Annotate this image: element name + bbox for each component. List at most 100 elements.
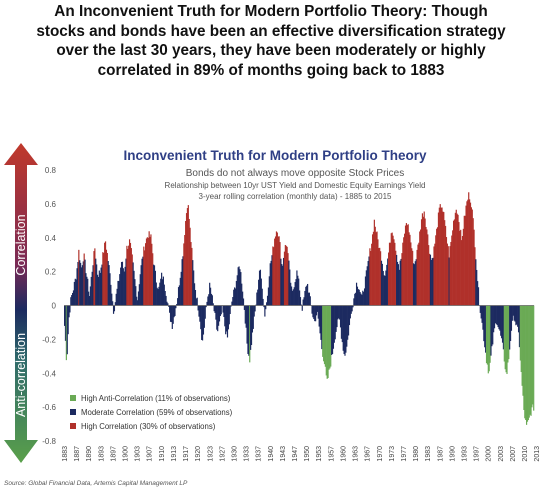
correlation-bar (516, 305, 518, 325)
correlation-bar (326, 305, 328, 379)
correlation-bar (170, 305, 173, 323)
correlation-bar (77, 262, 79, 306)
correlation-bar (304, 290, 306, 306)
x-tick-label: 1967 (365, 446, 372, 462)
correlation-bar (367, 261, 369, 306)
correlation-bar (131, 254, 133, 306)
correlation-bar (64, 305, 67, 341)
correlation-bar (462, 228, 464, 306)
correlation-bar (320, 305, 322, 340)
correlation-bar (120, 261, 123, 306)
correlation-bar (229, 305, 231, 315)
correlation-bar (143, 246, 145, 306)
correlation-bar (234, 287, 236, 306)
correlation-bar (363, 291, 365, 306)
correlation-bar (258, 279, 260, 306)
correlation-bar (313, 305, 315, 320)
correlation-bar (272, 246, 274, 306)
correlation-bar (234, 288, 237, 306)
correlation-bar (116, 288, 118, 306)
correlation-bar (323, 305, 325, 362)
correlation-bar (426, 229, 428, 306)
correlation-bar (523, 305, 525, 410)
correlation-bar (69, 305, 71, 313)
correlation-bar (396, 261, 399, 306)
correlation-bar (404, 225, 407, 306)
correlation-bar (492, 305, 494, 345)
correlation-bar (358, 289, 360, 306)
correlation-bar (169, 305, 171, 313)
correlation-bar (463, 215, 465, 306)
correlation-bar (368, 256, 370, 306)
correlation-bar (371, 234, 374, 306)
correlation-bar (298, 278, 300, 306)
correlation-bar (503, 305, 505, 362)
correlation-bar (169, 305, 172, 322)
correlation-bar (299, 290, 301, 306)
correlation-bar (380, 251, 382, 306)
correlation-bar (412, 250, 414, 306)
correlation-bar (316, 305, 318, 312)
correlation-arrow: Correlation Anti-correlation (4, 143, 38, 463)
y-tick-label: -0.6 (42, 403, 56, 412)
correlation-bar (240, 272, 242, 306)
correlation-bar (140, 265, 142, 306)
correlation-bar (184, 235, 186, 306)
correlation-bar (459, 230, 461, 306)
correlation-bar (241, 283, 243, 306)
correlation-bar (163, 284, 165, 306)
correlation-bar (145, 238, 148, 306)
correlation-bar (226, 305, 229, 338)
correlation-bar (224, 305, 226, 327)
correlation-bar (199, 305, 201, 322)
correlation-bar (421, 213, 424, 306)
correlation-bar (347, 305, 350, 336)
correlation-bar (429, 254, 432, 306)
correlation-bar (432, 257, 434, 306)
chart-background (0, 143, 542, 491)
correlation-bar (186, 208, 189, 306)
correlation-bar (530, 305, 532, 416)
correlation-bars (64, 192, 535, 425)
correlation-bar (291, 290, 294, 306)
correlation-bar (416, 249, 418, 306)
correlation-bar (347, 305, 349, 340)
correlation-bar (428, 245, 430, 306)
correlation-bar (526, 305, 529, 422)
correlation-bar (350, 305, 352, 314)
correlation-bar (126, 245, 128, 306)
x-tick-label: 1987 (437, 446, 444, 462)
correlation-bar (493, 305, 495, 333)
correlation-bar (96, 274, 99, 306)
correlation-bar (97, 276, 100, 306)
x-tick-label: 2007 (510, 446, 517, 462)
correlation-bar (266, 295, 269, 306)
correlation-bar (164, 291, 166, 306)
correlation-bar (424, 218, 426, 306)
correlation-bar (181, 259, 183, 306)
x-tick-label: 1973 (389, 446, 396, 462)
correlation-bar (73, 281, 75, 306)
correlation-bar (338, 305, 340, 319)
correlation-bar (80, 267, 83, 306)
correlation-bar (375, 232, 377, 306)
correlation-bar (297, 275, 299, 306)
correlation-bar (134, 279, 136, 306)
correlation-bar (525, 305, 528, 425)
correlation-bar (273, 247, 275, 306)
correlation-bar (334, 305, 336, 340)
correlation-bar (155, 282, 157, 306)
correlation-bar (373, 219, 375, 306)
correlation-bar (479, 305, 481, 313)
correlation-bar (422, 216, 424, 306)
correlation-bar (323, 305, 326, 365)
x-tick-label: 1940 (268, 446, 275, 462)
x-tick-label: 2003 (498, 446, 505, 462)
x-tick-label: 1990 (449, 446, 456, 462)
correlation-bar (258, 270, 261, 306)
correlation-bar (303, 297, 305, 306)
correlation-bar (471, 209, 473, 306)
correlation-bar (371, 243, 373, 306)
correlation-bar (105, 249, 108, 306)
correlation-bar (264, 305, 266, 317)
